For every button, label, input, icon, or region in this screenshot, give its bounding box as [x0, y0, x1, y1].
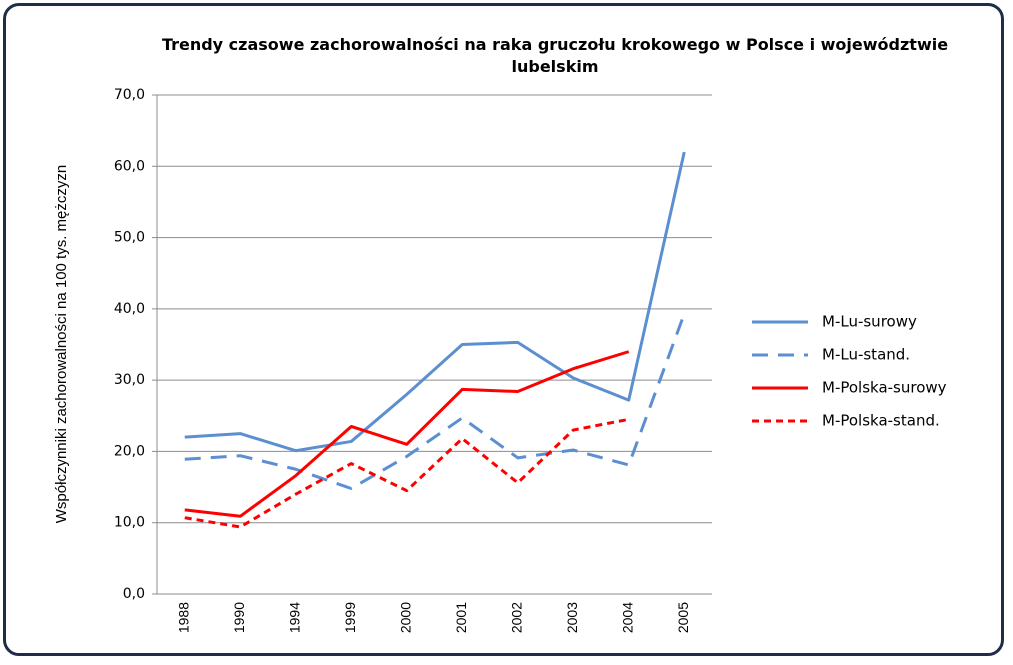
x-tick-label: 2001	[453, 602, 469, 633]
legend-label: M-Lu-surowy	[822, 313, 917, 331]
legend-label: M-Polska-stand.	[822, 412, 940, 430]
x-tick-label: 2000	[397, 602, 413, 633]
x-tick-label: 1994	[286, 602, 302, 633]
x-tick-label: 1999	[342, 602, 358, 633]
y-tick-label: 70,0	[114, 87, 145, 103]
y-axis-label: Współczynniki zachorowalności na 100 tys…	[53, 165, 70, 523]
legend-label: M-Polska-surowy	[822, 379, 947, 397]
x-tick-label: 1990	[231, 602, 247, 633]
x-tick-label: 2002	[508, 602, 524, 633]
y-tick-label: 50,0	[114, 230, 145, 246]
x-tick-label: 2003	[564, 602, 580, 633]
series-line	[184, 417, 630, 529]
y-tick-label: 20,0	[114, 443, 145, 459]
legend-label: M-Lu-stand.	[822, 346, 910, 364]
series-line	[184, 350, 630, 518]
x-tick-label: 1988	[175, 602, 191, 633]
y-tick-label: 10,0	[114, 515, 145, 531]
x-tick-label: 2004	[619, 602, 635, 633]
series-line	[184, 313, 686, 490]
y-tick-label: 40,0	[114, 301, 145, 317]
y-tick-label: 30,0	[114, 372, 145, 388]
y-tick-label: 0,0	[123, 586, 145, 602]
series-line	[184, 151, 686, 453]
chart-title: Trendy czasowe zachorowalności na raka g…	[161, 35, 949, 76]
chart-frame	[3, 3, 1004, 656]
x-tick-label: 2005	[675, 602, 691, 633]
y-tick-label: 60,0	[114, 158, 145, 174]
